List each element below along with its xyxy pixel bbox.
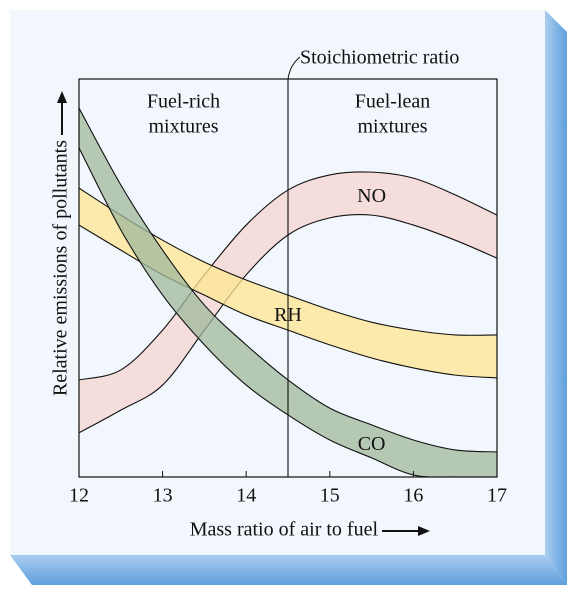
x-tick-label: 14 — [236, 485, 256, 507]
y-axis-arrow — [57, 91, 67, 135]
x-tick-label: 12 — [69, 485, 89, 507]
x-axis-arrow — [382, 526, 430, 536]
y-axis-label: Relative emissions of pollutants — [50, 140, 72, 396]
x-tick-label: 16 — [403, 485, 423, 507]
panel-bottom — [10, 555, 567, 585]
marker-label: Stoichiometric ratio — [300, 47, 459, 69]
region-label: mixtures — [149, 116, 219, 138]
panel-side — [545, 10, 567, 585]
x-tick-label: 13 — [153, 485, 173, 507]
region-label: mixtures — [358, 116, 428, 138]
region-label: Fuel-rich — [147, 91, 220, 113]
band-upper-edge — [79, 107, 497, 453]
x-tick-label: 15 — [320, 485, 340, 507]
series-label: NO — [357, 185, 386, 207]
band-fill — [79, 188, 497, 378]
marker-leader — [287, 56, 301, 80]
series-label: CO — [358, 433, 386, 455]
region-label: Fuel-lean — [355, 91, 431, 113]
x-tick-label: 17 — [487, 485, 507, 507]
x-axis-label: Mass ratio of air to fuel — [190, 519, 379, 541]
